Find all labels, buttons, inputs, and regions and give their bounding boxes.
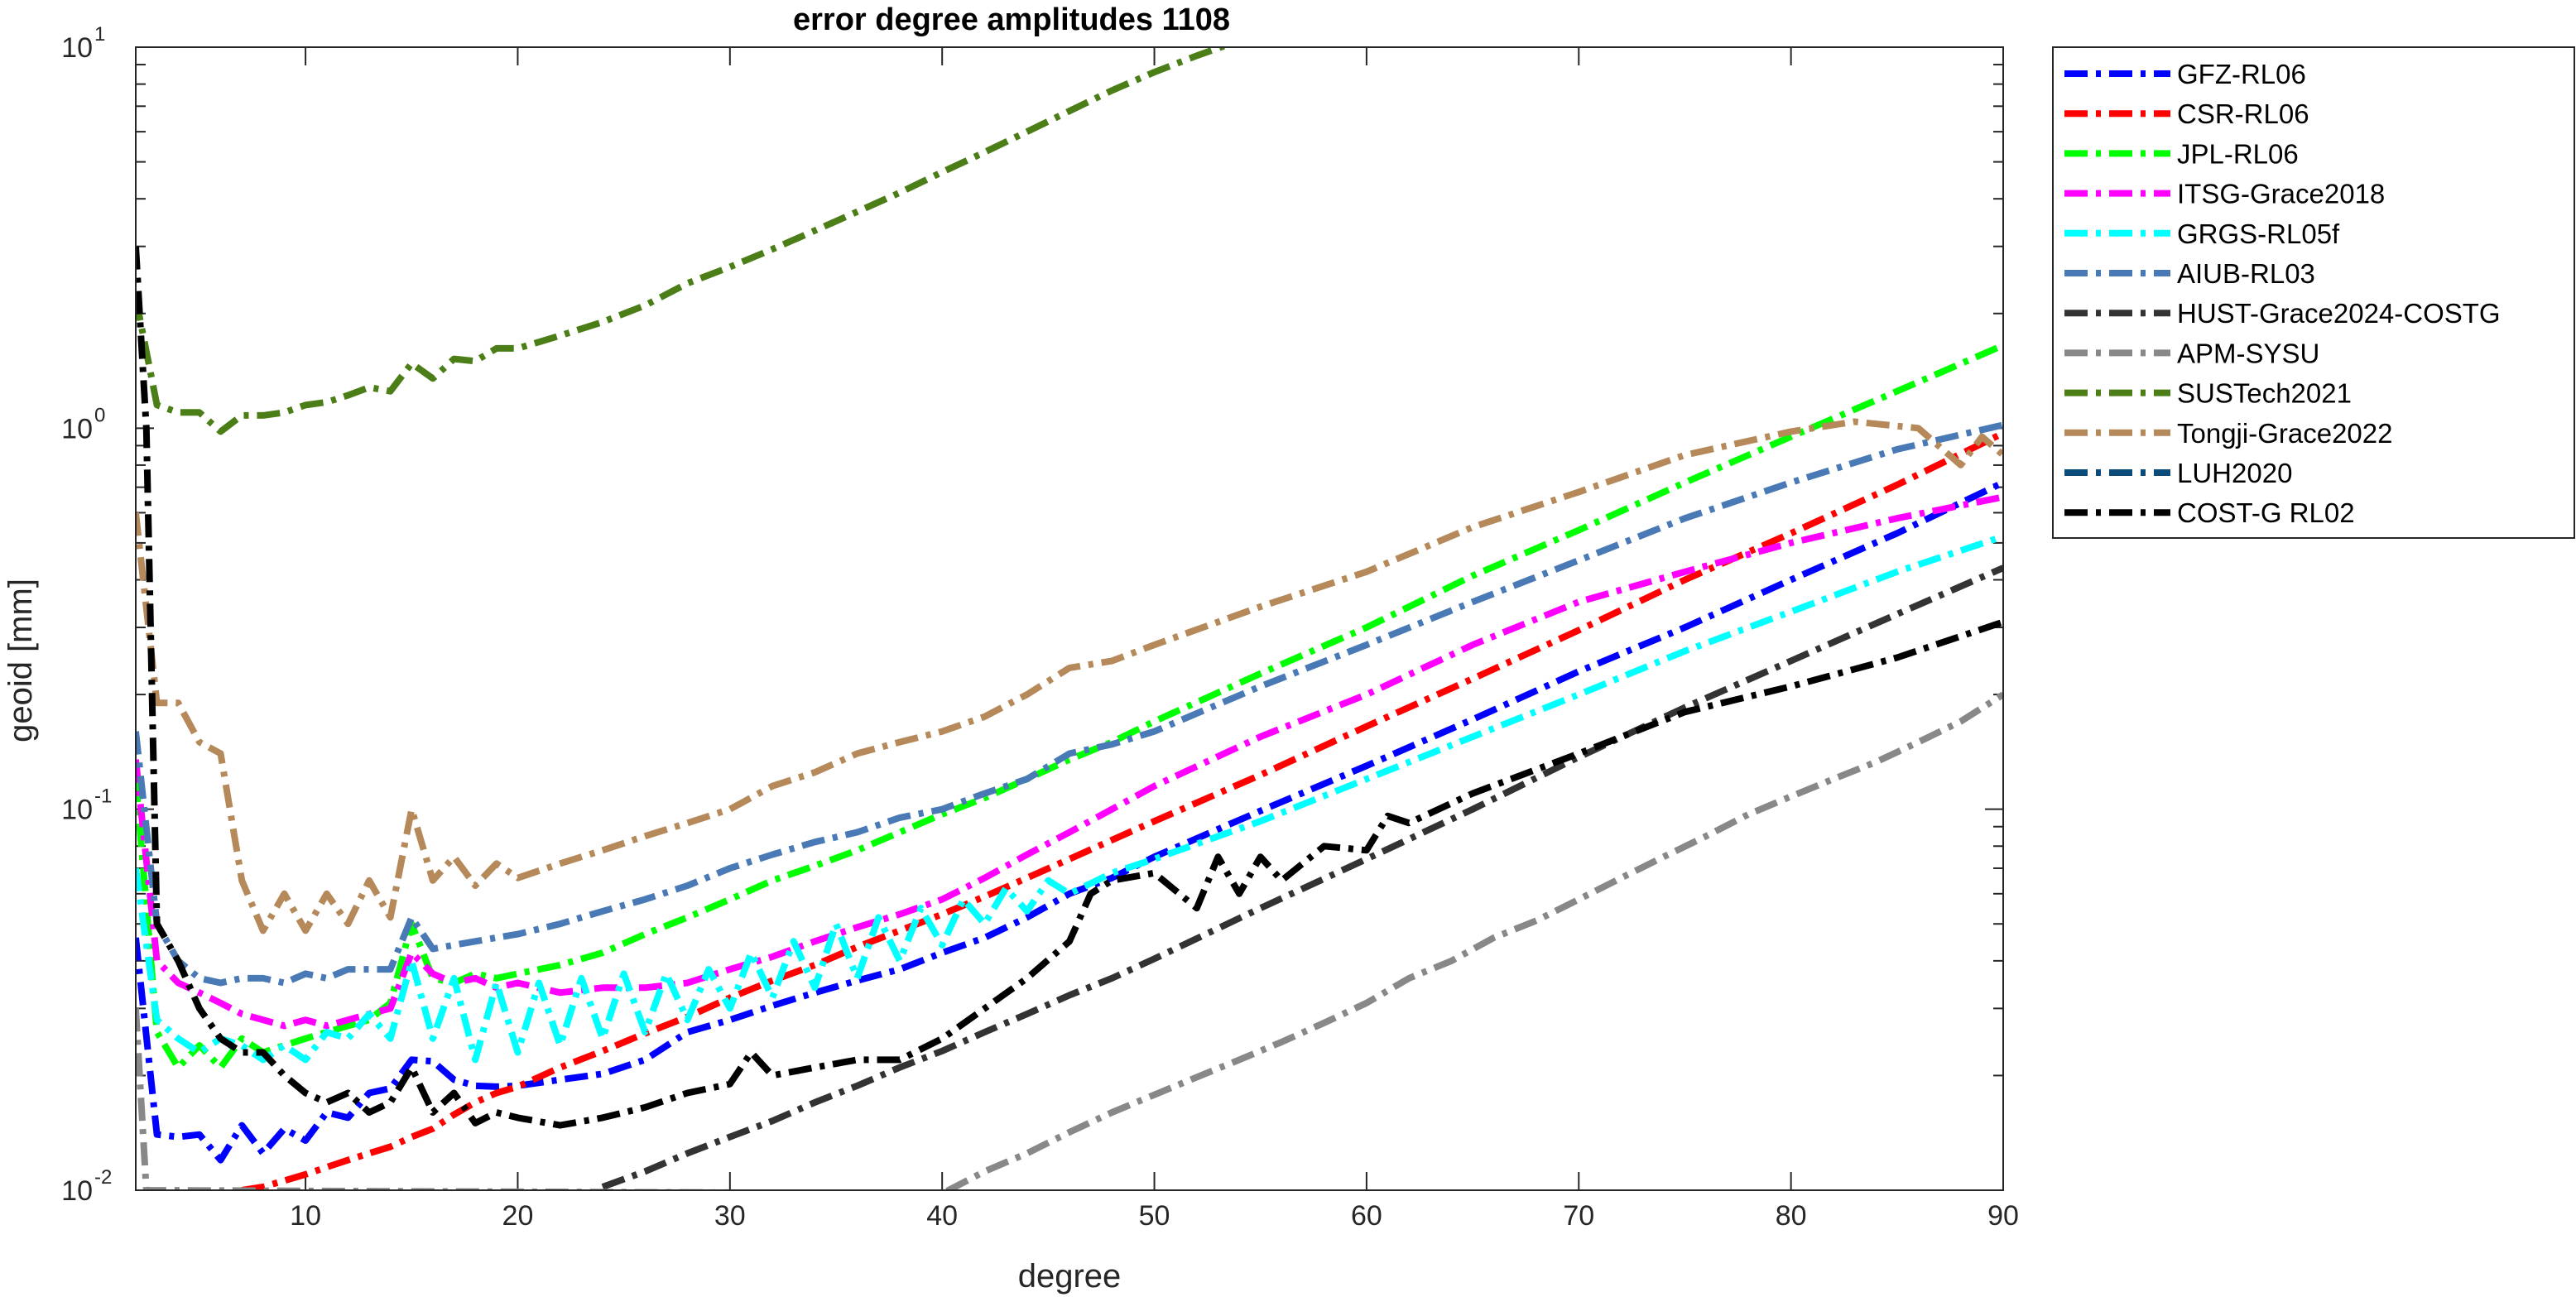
- y-tick-label: 10: [61, 32, 93, 64]
- y-axis-label: geoid [mm]: [2, 579, 39, 742]
- legend-entry-label: COST-G RL02: [2177, 497, 2355, 528]
- y-tick-label-exponent: 1: [94, 23, 105, 46]
- y-tick-label-exponent: -2: [94, 1166, 112, 1189]
- series-layer: [136, 47, 2003, 1190]
- legend-entry-label: JPL-RL06: [2177, 138, 2299, 169]
- y-tick-label: 10: [61, 1175, 93, 1207]
- series-line: [136, 479, 2003, 1164]
- x-ticks: 10 20 30 40 50 60 70 80 90: [290, 47, 2019, 1232]
- plot-area: [136, 47, 2003, 1190]
- series-line: [601, 564, 2003, 1190]
- y-tick-label-exponent: -1: [94, 785, 112, 808]
- x-tick-label: 80: [1776, 1200, 1807, 1232]
- x-tick-label: 70: [1563, 1200, 1594, 1232]
- series-line: [241, 430, 2003, 1190]
- series-line: [136, 493, 2003, 1030]
- y-tick-label: 10: [61, 795, 93, 826]
- series-line: [136, 421, 2003, 987]
- legend-box: [2052, 46, 2575, 539]
- chart-title: error degree amplitudes 1108: [793, 2, 1230, 37]
- legend-entry-label: CSR-RL06: [2177, 98, 2309, 129]
- plot-frame: [135, 46, 2004, 1191]
- x-tick-label: 30: [714, 1200, 746, 1232]
- series-line: [136, 47, 1232, 435]
- legend-entry-label: Tongji-Grace2022: [2177, 418, 2393, 449]
- series-line: [136, 418, 2003, 934]
- series-line: [136, 533, 2003, 1064]
- legend-entry-label: GFZ-RL06: [2177, 59, 2306, 89]
- legend: GFZ-RL06 CSR-RL06 JPL-RL06 ITSG-Grace2018 GR…: [2052, 46, 2575, 539]
- legend-entry-label: SUSTech2021: [2177, 378, 2352, 409]
- x-tick-label: 20: [502, 1200, 534, 1232]
- x-tick-label: 10: [290, 1200, 321, 1232]
- x-tick-label: 50: [1139, 1200, 1170, 1232]
- legend-entry-label: HUST-Grace2024-COSTG: [2177, 298, 2501, 329]
- x-tick-label: 40: [926, 1200, 958, 1232]
- legend-entry-label: ITSG-Grace2018: [2177, 179, 2385, 209]
- x-tick-label: 90: [1987, 1200, 2019, 1232]
- series-line: [136, 691, 2003, 1190]
- y-tick-label: 10: [61, 413, 93, 444]
- x-tick-label: 60: [1351, 1200, 1382, 1232]
- legend-entry-label: AIUB-RL03: [2177, 258, 2315, 289]
- y-tick-label-exponent: 0: [94, 404, 105, 426]
- legend-entry-label: LUH2020: [2177, 458, 2292, 488]
- legend-entry-label: APM-SYSU: [2177, 338, 2319, 368]
- legend-entry-label: GRGS-RL05f: [2177, 219, 2340, 249]
- x-axis-label: degree: [1018, 1258, 1122, 1295]
- series-line: [136, 246, 2003, 1129]
